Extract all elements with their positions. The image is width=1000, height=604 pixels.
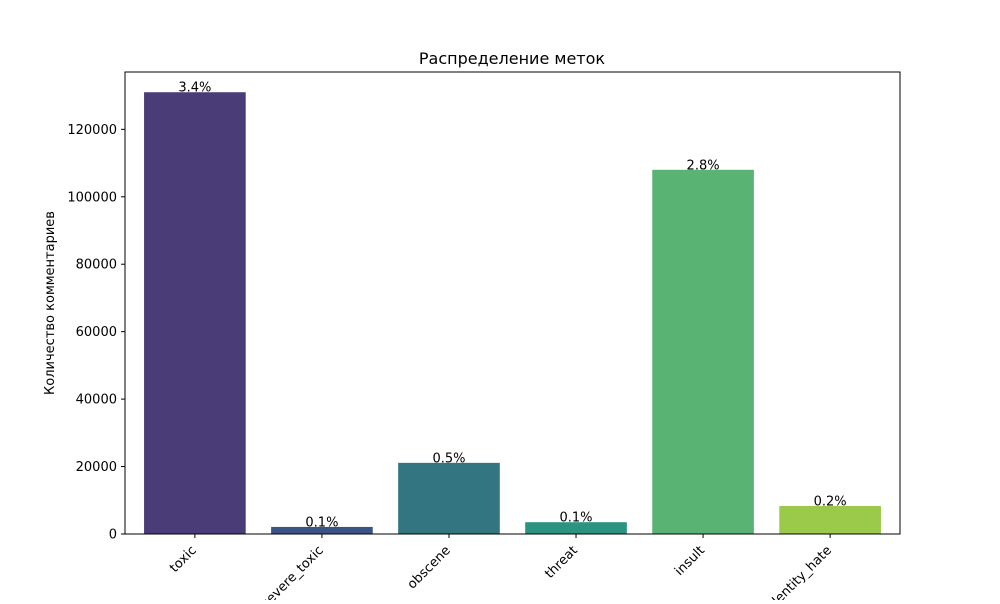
- bars-layer: [144, 92, 881, 534]
- bar-value-label: 3.4%: [178, 81, 211, 96]
- y-tick-label: 120000: [67, 123, 117, 138]
- x-tick-label: severe_toxic: [259, 543, 327, 600]
- bar-value-label: 0.5%: [432, 451, 465, 466]
- x-tick-label: obscene: [405, 543, 454, 592]
- bar-insult: [652, 170, 754, 534]
- y-tick-label: 100000: [67, 190, 117, 205]
- bar-value-label: 0.1%: [305, 515, 338, 530]
- y-tick-label: 80000: [76, 258, 117, 273]
- x-tick-label: threat: [542, 543, 581, 582]
- y-tick-label: 20000: [76, 460, 117, 475]
- bar-value-label: 0.2%: [814, 495, 847, 510]
- bar-value-label: 2.8%: [687, 158, 720, 173]
- chart-title: Распределение меток: [419, 49, 606, 68]
- y-tick-label: 40000: [76, 393, 117, 408]
- y-tick-label: 0: [109, 528, 117, 543]
- bar-obscene: [398, 463, 500, 534]
- x-tick-label: identity_hate: [764, 543, 835, 600]
- y-axis-label: Количество комментариев: [43, 211, 58, 395]
- bar-value-label: 0.1%: [560, 511, 593, 526]
- bar-toxic: [144, 92, 246, 534]
- y-axis-ticks: 0 20000 40000 60000 80000 100000 120000: [67, 123, 125, 543]
- bar-identity_hate: [779, 506, 881, 534]
- x-tick-label: insult: [672, 543, 708, 579]
- x-tick-label: toxic: [167, 543, 200, 576]
- y-tick-label: 60000: [76, 325, 117, 340]
- x-axis-ticks: toxic severe_toxic obscene threat insult iden…: [167, 534, 835, 600]
